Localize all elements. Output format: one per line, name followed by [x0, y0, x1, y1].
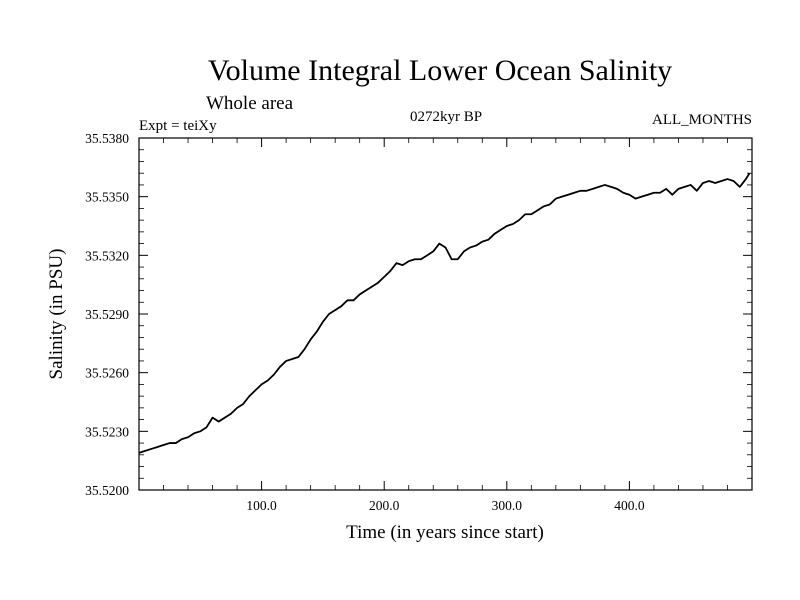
experiment-label: Expt = teiXy — [139, 118, 217, 134]
x-axis-label: Time (in years since start) — [346, 522, 544, 543]
months-label: ALL_MONTHS — [652, 112, 752, 128]
axis-ticks — [139, 137, 752, 491]
y-tick-labels: 35.5200 35.5230 35.5260 35.5290 35.5320 35.53… — [85, 131, 129, 498]
y-tick-label: 35.5380 — [85, 131, 129, 146]
x-tick-label: 200.0 — [369, 498, 400, 513]
period-label: 0272kyr BP — [410, 109, 482, 125]
salinity-series-line — [138, 172, 751, 454]
y-tick-label: 35.5260 — [85, 366, 129, 381]
y-tick-label: 35.5350 — [85, 190, 129, 205]
y-tick-label: 35.5290 — [85, 307, 129, 322]
y-tick-label: 35.5320 — [85, 248, 129, 263]
x-tick-label: 300.0 — [492, 498, 523, 513]
x-tick-label: 100.0 — [246, 498, 277, 513]
y-tick-label: 35.5230 — [85, 424, 129, 439]
chart-title: Volume Integral Lower Ocean Salinity — [208, 54, 672, 87]
y-tick-label: 35.5200 — [85, 483, 129, 498]
plot-frame — [138, 137, 753, 491]
series-group — [138, 172, 751, 454]
x-tick-label: 400.0 — [614, 498, 645, 513]
chart-subtitle: Whole area — [206, 93, 294, 114]
x-tick-labels: 100.0 200.0 300.0 400.0 — [246, 498, 644, 513]
y-axis-label: Salinity (in PSU) — [46, 249, 67, 380]
